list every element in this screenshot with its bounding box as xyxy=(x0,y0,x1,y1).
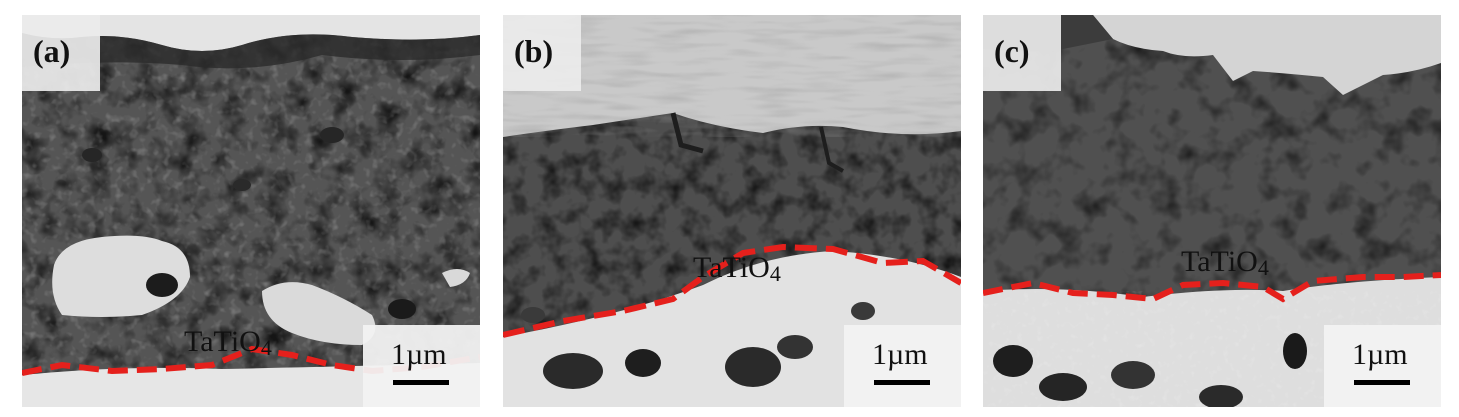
panel-label: (b) xyxy=(514,33,554,69)
scale-box: 1µm xyxy=(1324,325,1441,407)
phase-subscript: 4 xyxy=(1257,255,1269,280)
scale-label: 1µm xyxy=(872,338,928,371)
phase-subscript: 4 xyxy=(260,335,272,360)
panel-c: (c) TaTiO4 1µm xyxy=(983,15,1441,407)
phase-formula: TaTiO xyxy=(1181,245,1258,278)
phase-boundary-b xyxy=(503,243,961,338)
scale-box: 1µm xyxy=(844,325,961,407)
phase-boundary-a xyxy=(22,345,480,376)
panel-label-box: (c) xyxy=(983,15,1061,91)
phase-label: TaTiO4 xyxy=(693,253,781,289)
panel-label: (c) xyxy=(994,33,1030,69)
scale-bar xyxy=(1354,380,1410,385)
scale-label: 1µm xyxy=(391,338,447,371)
panel-label-box: (a) xyxy=(22,15,100,91)
panel-label-box: (b) xyxy=(503,15,581,91)
panel-b: (b) TaTiO4 1µm xyxy=(503,15,961,407)
scale-bar xyxy=(393,380,449,385)
phase-label: TaTiO4 xyxy=(184,327,272,363)
phase-formula: TaTiO xyxy=(693,251,770,284)
micrograph-a xyxy=(22,15,480,407)
phase-subscript: 4 xyxy=(769,261,781,286)
scale-box: 1µm xyxy=(363,325,480,407)
panel-label: (a) xyxy=(33,33,71,69)
scale-label: 1µm xyxy=(1352,338,1408,371)
panel-a: (a) TaTiO4 1µm xyxy=(22,15,480,407)
phase-boundary-c xyxy=(983,272,1441,303)
scale-bar xyxy=(874,380,930,385)
phase-formula: TaTiO xyxy=(184,325,261,358)
phase-label: TaTiO4 xyxy=(1181,247,1269,283)
